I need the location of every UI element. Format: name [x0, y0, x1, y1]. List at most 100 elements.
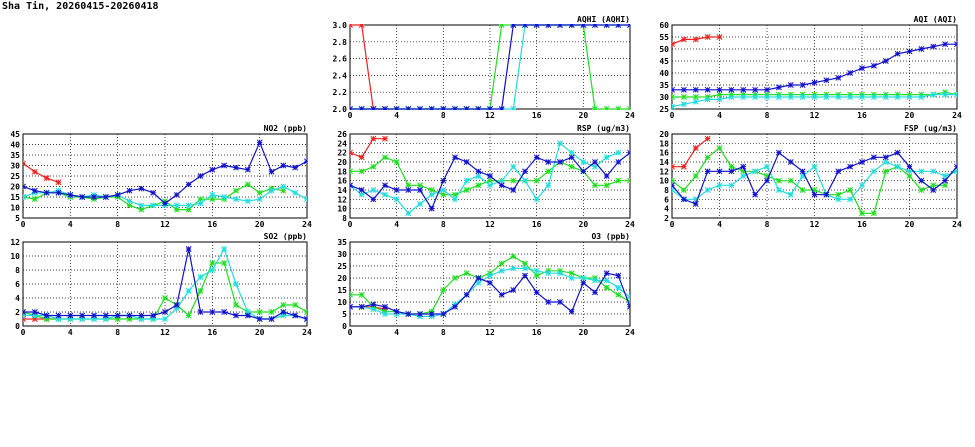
so2-data-point	[102, 316, 109, 322]
aqi-y-tick-label: 40	[659, 69, 669, 78]
aqi-data-point	[692, 98, 699, 105]
aqi-data-point	[882, 58, 889, 64]
so2-data-point	[79, 312, 86, 319]
aqi-y-tick-label: 60	[659, 21, 669, 30]
o3-data-point	[475, 275, 482, 281]
aqhi-series-4	[350, 24, 630, 110]
aqhi-chart: 0 4 8 12 16 20 24 2.0 2.2 2.4 2.6 2.8 3.0 AQHI (AQHI)	[333, 15, 635, 120]
rsp-y-tick-label: 24	[337, 139, 347, 148]
fsp-data-point	[672, 177, 675, 184]
aqhi-data-point	[615, 106, 622, 110]
no2-data-point	[150, 202, 157, 209]
aqhi-y-tick-label: 2.4	[333, 71, 348, 80]
no2-data-point	[280, 162, 287, 169]
o3-data-point	[615, 291, 622, 298]
fsp-data-point	[835, 196, 842, 203]
aqhi-data-point	[557, 24, 563, 28]
rsp-data-point	[522, 168, 528, 175]
aqhi-data-point	[475, 106, 482, 110]
rsp-data-point	[603, 154, 610, 161]
aqi-series-1	[672, 34, 723, 48]
so2-data-point	[91, 316, 97, 322]
o3-data-point	[522, 272, 528, 279]
no2-data-point	[31, 187, 38, 194]
rsp-data-point	[370, 135, 377, 142]
fsp-data-point	[930, 182, 937, 189]
rsp-data-point	[475, 173, 482, 179]
fsp-data-point	[894, 149, 901, 156]
fsp-series-4	[672, 149, 957, 207]
rsp-data-point	[615, 149, 622, 156]
o3-y-tick-label: 10	[337, 298, 347, 307]
rsp-y-tick-label: 8	[342, 214, 347, 223]
no2-data-point	[79, 194, 86, 200]
aqi-data-point	[942, 41, 949, 48]
so2-data-point	[209, 260, 216, 266]
fsp-data-point	[787, 159, 794, 165]
rsp-data-point	[627, 149, 630, 156]
aqi-data-point	[870, 62, 877, 69]
aqi-data-point	[704, 34, 711, 40]
aqhi-data-point	[615, 24, 622, 28]
rsp-y-tick-label: 22	[337, 149, 347, 158]
fsp-data-point	[704, 154, 711, 161]
o3-data-point	[568, 270, 575, 277]
o3-data-point	[510, 253, 517, 260]
aqhi-x-tick-label: 16	[532, 111, 542, 120]
so2-data-point	[280, 312, 287, 319]
rsp-data-point	[568, 163, 575, 170]
fsp-y-tick-label: 4	[664, 205, 669, 214]
so2-data-point	[91, 312, 97, 319]
aqhi-data-point	[592, 106, 598, 110]
rsp-x-tick-label: 4	[394, 220, 399, 229]
rsp-data-point	[405, 182, 412, 189]
rsp-data-point	[452, 154, 458, 161]
aqi-data-point	[799, 94, 806, 100]
aqi-data-point	[680, 86, 687, 93]
so2-data-point	[173, 302, 180, 308]
no2-data-point	[197, 196, 204, 203]
aqhi-data-point	[592, 24, 598, 28]
no2-data-point	[126, 202, 133, 209]
aqhi-data-point	[370, 106, 377, 110]
so2-data-point	[209, 267, 216, 273]
aqi-chart: 0 4 8 12 16 20 24 25 30 35 40 45 50 55 60 AQI (AQI)	[659, 15, 962, 120]
rsp-data-point	[370, 163, 377, 170]
o3-data-point	[417, 311, 423, 317]
fsp-data-point	[764, 177, 770, 184]
so2-data-point	[126, 316, 133, 322]
no2-data-point	[173, 206, 180, 213]
rsp-data-point	[557, 159, 563, 165]
aqhi-data-point	[350, 24, 353, 28]
so2-data-point	[43, 316, 50, 322]
rsp-data-point	[498, 177, 505, 184]
rsp-data-point	[522, 177, 528, 184]
so2-data-point	[102, 312, 109, 319]
o3-data-point	[615, 284, 622, 291]
rsp-series-line	[350, 138, 385, 159]
rsp-data-point	[452, 191, 458, 198]
rsp-y-tick-label: 14	[337, 186, 347, 195]
rsp-y-tick-label: 20	[337, 158, 347, 167]
o3-data-point	[592, 277, 598, 284]
o3-data-point	[522, 265, 528, 272]
no2-data-point	[126, 187, 133, 194]
o3-data-point	[545, 299, 552, 305]
aqhi-y-tick-label: 3.0	[333, 21, 348, 30]
aqi-x-tick-label: 24	[952, 111, 962, 120]
so2-x-tick-label: 20	[255, 328, 265, 337]
no2-x-tick-label: 4	[68, 220, 73, 229]
aqi-y-tick-label: 55	[659, 33, 669, 42]
aqhi-data-point	[498, 106, 505, 110]
aqhi-data-point	[440, 106, 447, 110]
fsp-data-point	[942, 182, 949, 189]
rsp-data-point	[533, 196, 540, 203]
rsp-data-point	[358, 168, 365, 175]
rsp-data-point	[580, 168, 587, 175]
so2-x-tick-label: 16	[208, 328, 218, 337]
aqhi-data-point	[603, 106, 610, 110]
fsp-y-tick-label: 20	[659, 130, 669, 139]
